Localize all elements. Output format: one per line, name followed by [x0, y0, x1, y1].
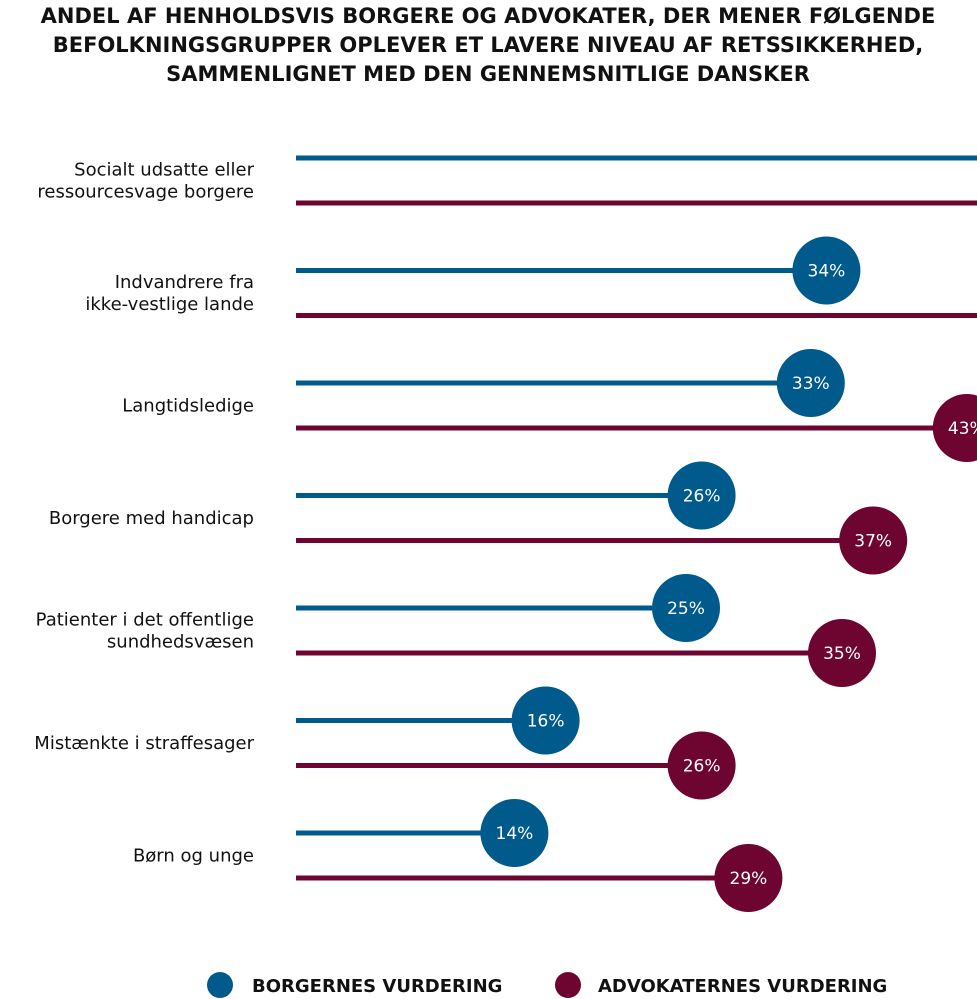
legend-swatch	[207, 972, 233, 998]
category-label: ressourcesvage borgere	[37, 182, 254, 203]
category-group: Borgere med handicap 26% 37%	[49, 461, 908, 575]
chart-title-line-3: SAMMENLIGNET MED DEN GENNEMSNITLIGE DANS…	[166, 62, 810, 86]
lawyer-value-label: 37%	[854, 532, 892, 552]
citizen-marker	[776, 349, 845, 417]
legend-swatch	[555, 972, 581, 998]
legend-label: ADVOKATERNES VURDERING	[598, 976, 887, 997]
lawyer-marker	[932, 394, 977, 462]
citizen-value-label: 14%	[496, 824, 534, 844]
lawyer-marker	[839, 506, 908, 575]
legend-item-citizens: BORGERNES VURDERING	[207, 972, 502, 998]
citizen-marker	[792, 236, 861, 305]
lawyer-value-label: 29%	[730, 869, 768, 889]
citizen-marker	[652, 574, 720, 642]
citizen-marker	[480, 799, 549, 867]
chart-title: ANDEL AF HENHOLDSVIS BORGERE OG ADVOKATE…	[41, 4, 936, 86]
lawyer-value-label: 43%	[948, 419, 977, 439]
lawyer-marker	[808, 619, 876, 687]
citizen-marker	[511, 686, 580, 755]
category-label: Indvandrere fra	[115, 272, 254, 293]
category-label: Borgere med handicap	[49, 508, 254, 529]
citizen-value-label: 25%	[667, 599, 705, 619]
category-group: Mistænkte i straffesager 16% 26%	[34, 686, 736, 800]
chart-title-line-1: ANDEL AF HENHOLDSVIS BORGERE OG ADVOKATE…	[41, 4, 936, 28]
category-label: Socialt udsatte eller	[74, 160, 254, 181]
category-label: ikke-vestlige lande	[85, 294, 254, 315]
citizen-value-label: 26%	[683, 487, 721, 507]
category-label: sundhedsvæsen	[107, 632, 254, 653]
category-group: Børn og unge 14% 29%	[133, 799, 783, 912]
chart-title-line-2: BEFOLKNINGSGRUPPER OPLEVER ET LAVERE NIV…	[53, 33, 923, 57]
lawyer-value-label: 26%	[683, 757, 721, 777]
citizen-value-label: 16%	[527, 712, 565, 732]
lawyer-marker	[714, 844, 783, 912]
category-group: Langtidsledige 33% 43%	[122, 349, 977, 462]
lawyer-marker	[667, 731, 736, 800]
citizen-marker	[667, 461, 736, 530]
legend-item-lawyers: ADVOKATERNES VURDERING	[555, 972, 887, 998]
category-label: Mistænkte i straffesager	[34, 733, 254, 754]
category-label: Børn og unge	[133, 846, 254, 867]
legend-label: BORGERNES VURDERING	[252, 976, 502, 997]
citizen-value-label: 33%	[792, 374, 830, 394]
category-label: Patienter i det offentlige	[36, 610, 254, 631]
lawyer-value-label: 35%	[823, 644, 861, 664]
category-label: Langtidsledige	[122, 396, 254, 417]
legend: BORGERNES VURDERING ADVOKATERNES VURDERIN…	[207, 972, 887, 998]
citizen-value-label: 34%	[808, 262, 846, 282]
